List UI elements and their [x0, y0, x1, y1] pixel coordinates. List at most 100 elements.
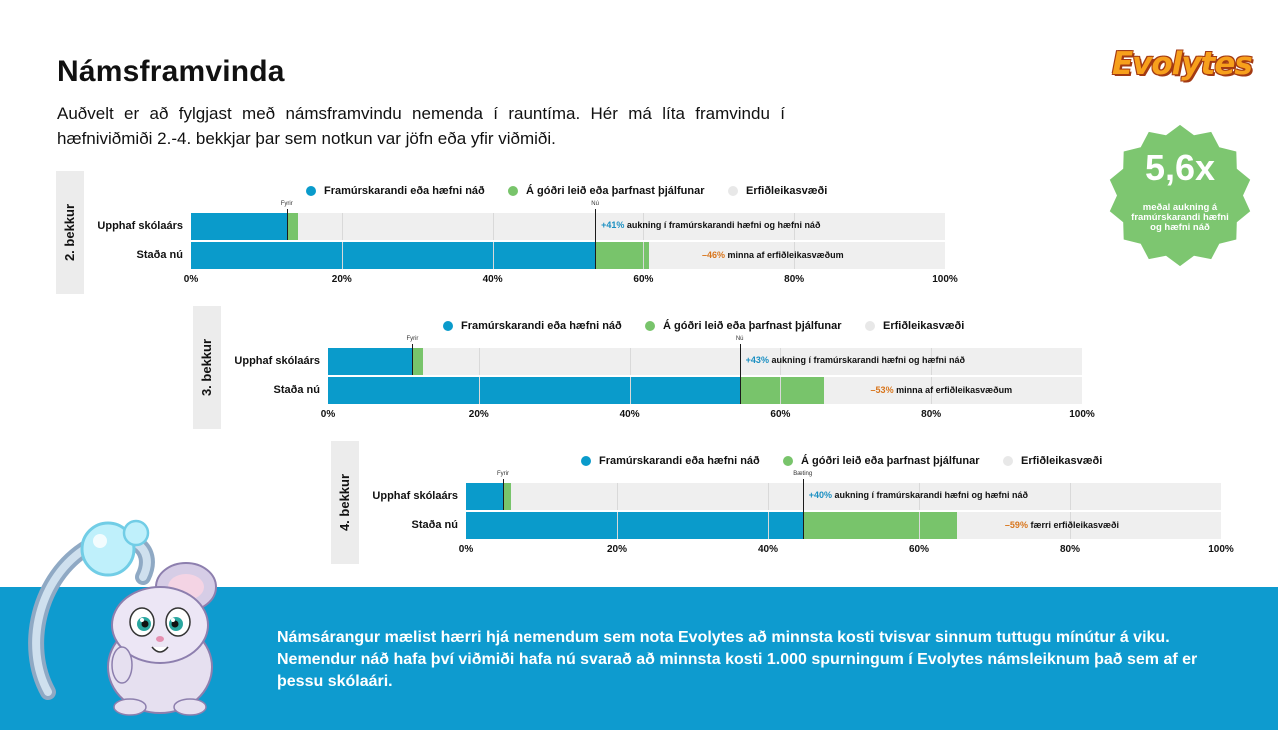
annotation-increase: +41% aukning í framúrskarandi hæfni og h… — [601, 220, 820, 230]
badge-value: 5,6x — [1144, 147, 1216, 188]
page-title: Námsframvinda — [57, 55, 285, 88]
gridline — [794, 213, 796, 240]
legend-item: Á góðri leið eða þarfnast þjálfunar — [783, 455, 979, 467]
legend-dot-icon — [1003, 456, 1013, 466]
bar-segment — [802, 512, 958, 539]
axis-tick-label: 100% — [1069, 409, 1095, 420]
bar-segment — [502, 483, 511, 510]
axis-tick-label: 20% — [606, 544, 628, 555]
axis-tick-label: 40% — [757, 544, 779, 555]
axis-tick-label: 80% — [1059, 544, 1081, 555]
gridline — [931, 377, 933, 404]
bar-segment — [328, 377, 740, 404]
axis-tick-label: 40% — [619, 409, 640, 420]
annotation-decrease: –53% minna af erfiðleikasvæðum — [871, 385, 1013, 395]
mascot-illustration — [18, 517, 258, 732]
legend-item: Erfiðleikasvæði — [1003, 455, 1102, 467]
marker-line — [802, 479, 804, 539]
bar-segment — [286, 213, 299, 240]
legend-label: Á góðri leið eða þarfnast þjálfunar — [801, 455, 980, 467]
annotation-text: aukning í framúrskarandi hæfni og hæfni … — [832, 490, 1029, 500]
annotation-text: minna af erfiðleikasvæðum — [725, 250, 844, 260]
axis-tick-label: 0% — [458, 544, 474, 555]
legend-item: Framúrskarandi eða hæfni náð — [306, 185, 485, 197]
axis-tick-label: 100% — [932, 274, 958, 285]
legend-item: Á góðri leið eða þarfnast þjálfunar — [508, 185, 704, 197]
bar-segment — [595, 242, 649, 269]
marker-line — [502, 479, 504, 510]
marker-line — [286, 209, 288, 240]
axis-tick-label: 60% — [633, 274, 654, 285]
gridline — [1070, 483, 1071, 510]
legend-label: Erfiðleikasvæði — [883, 320, 965, 332]
gridline — [643, 213, 645, 240]
gridline — [643, 242, 645, 269]
row-label: Upphaf skólaárs — [372, 490, 458, 502]
bar-segment — [328, 348, 413, 375]
annotation-value: +43% — [745, 355, 769, 365]
axis-tick-label: 60% — [770, 409, 791, 420]
row-label: Upphaf skólaárs — [234, 355, 320, 367]
annotation-decrease: –46% minna af erfiðleikasvæðum — [702, 250, 844, 260]
axis-tick-label: 0% — [183, 274, 199, 285]
gridline — [617, 483, 618, 510]
gridline — [341, 213, 343, 240]
axis-tick-label: 0% — [320, 409, 336, 420]
gridline — [931, 348, 933, 375]
bar-track — [466, 483, 1221, 510]
annotation-text: aukning í framúrskarandi hæfni og hæfni … — [624, 220, 821, 230]
annotation-value: –46% — [702, 250, 726, 260]
axis-tick-label: 100% — [1208, 544, 1234, 555]
bar-track — [191, 213, 945, 240]
legend-label: Erfiðleikasvæði — [1021, 455, 1103, 467]
gridline — [478, 377, 480, 404]
bar-track — [466, 512, 1221, 539]
gridline — [492, 213, 494, 240]
marker-line — [739, 344, 741, 404]
annotation-increase: +43% aukning í framúrskarandi hæfni og h… — [746, 355, 965, 365]
legend-item: Erfiðleikasvæði — [728, 185, 827, 197]
gridline — [919, 483, 920, 510]
gridline — [629, 377, 631, 404]
gridline — [478, 348, 480, 375]
legend-label: Erfiðleikasvæði — [746, 185, 828, 197]
marker-label: Fyrir — [406, 336, 419, 342]
legend-item: Erfiðleikasvæði — [865, 320, 964, 332]
annotation-value: –59% — [1004, 520, 1028, 530]
logo-text: Evolytes — [1112, 46, 1253, 82]
marker-line — [595, 209, 597, 269]
gridline — [492, 242, 494, 269]
axis-tick-label: 80% — [921, 409, 942, 420]
footer-text: Námsárangur mælist hærri hjá nemendum se… — [277, 629, 1198, 690]
marker-label: Fyrir — [280, 201, 293, 207]
grade-label: 4. bekkur — [337, 473, 352, 532]
annotation-text: minna af erfiðleikasvæðum — [893, 385, 1013, 395]
gridline — [1070, 512, 1071, 539]
footer-band — [0, 587, 1278, 730]
bar-segment — [466, 512, 803, 539]
gridline — [768, 483, 769, 510]
legend-label: Á góðri leið eða þarfnast þjálfunar — [663, 320, 842, 332]
legend-dot-icon — [581, 456, 591, 466]
legend-dot-icon — [728, 186, 738, 196]
gridline — [617, 512, 618, 539]
marker-label: Bæting — [793, 471, 813, 477]
legend-dot-icon — [645, 321, 655, 331]
gridline — [629, 348, 631, 375]
row-label: Staða nú — [411, 519, 458, 531]
bar-segment — [191, 213, 287, 240]
bar-track — [328, 348, 1082, 375]
row-label: Staða nú — [273, 384, 320, 396]
legend-dot-icon — [443, 321, 453, 331]
bar-segment — [739, 377, 825, 404]
annotation-value: +41% — [601, 220, 625, 230]
bar-segment — [412, 348, 423, 375]
bar-track — [328, 377, 1082, 404]
marker-label: Nú — [735, 336, 744, 342]
marker-line — [412, 344, 414, 375]
summary-badge: 5,6x meðal aukning á framúrskarandi hæfn… — [1105, 123, 1255, 268]
gridline — [768, 512, 769, 539]
legend-item: Framúrskarandi eða hæfni náð — [581, 455, 760, 467]
axis-tick-label: 80% — [784, 274, 805, 285]
grade-label-box: 4. bekkur — [331, 441, 359, 564]
